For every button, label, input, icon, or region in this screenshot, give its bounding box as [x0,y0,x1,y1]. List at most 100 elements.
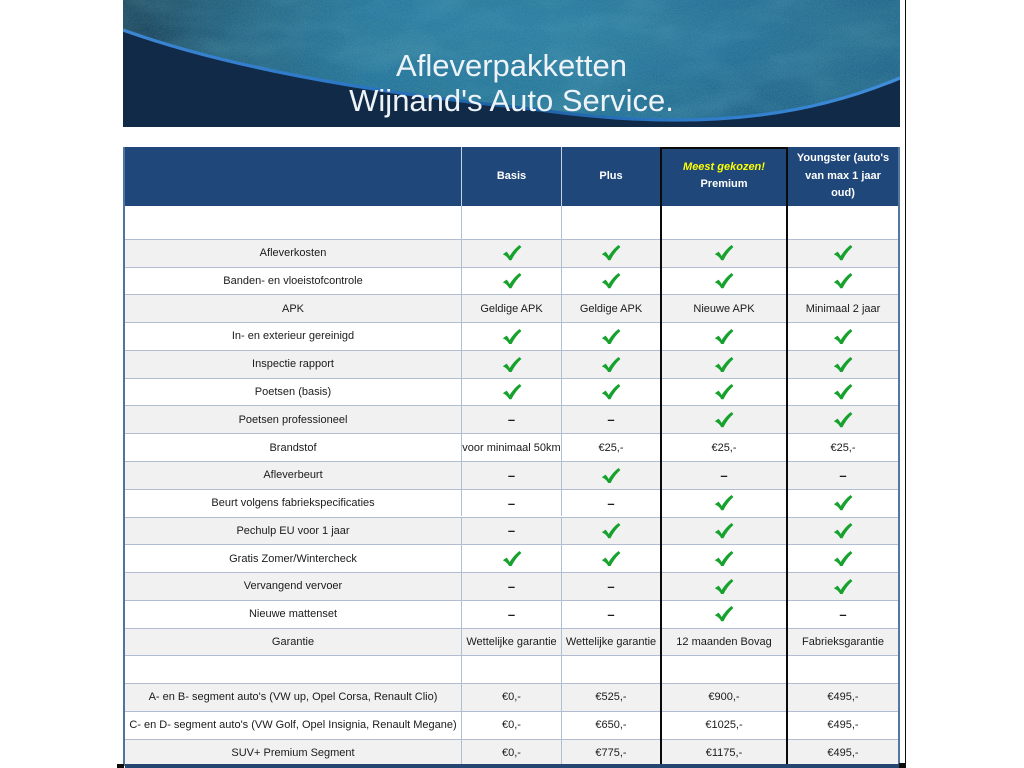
not-included-dash: – [462,461,562,489]
check-icon [833,523,853,539]
check-icon [714,357,734,373]
included-check-icon [562,240,660,267]
included-check-icon [462,350,562,378]
dash-glyph: – [607,606,615,622]
cell-value: Minimaal 2 jaar [805,302,881,315]
table-row: Brandstof voor minimaal 50km €25,- €25,- €25… [125,433,898,461]
empty-cell [462,205,562,239]
included-check-icon [660,573,788,600]
cell-value: Nieuwe APK [693,302,755,315]
check-icon [601,468,621,484]
cell-value: €0,- [462,739,562,767]
cell-value: €0,- [462,684,562,711]
row-label: Vervangend vervoer [125,573,462,600]
included-check-icon [788,406,898,433]
row-label [125,205,462,239]
included-check-icon [660,545,788,572]
included-check-icon [788,379,898,406]
table-row: C- en D- segment auto's (VW Golf, Opel I… [125,710,898,739]
table-row: In- en exterieur gereinigd [125,322,898,350]
row-label: Afleverkosten [125,239,462,267]
header-banner: Afleverpakketten Wijnand's Auto Service. [123,0,900,127]
cell-value: €525,- [595,691,627,704]
dash-glyph: – [607,412,615,428]
included-check-icon [660,406,788,433]
cell-value: €1175,- [705,747,743,760]
page-title: Afleverpakketten Wijnand's Auto Service. [123,48,900,118]
check-icon [833,579,853,595]
included-check-icon [562,462,660,489]
included-check-icon [660,268,788,295]
check-icon [714,273,734,289]
not-included-dash: – [462,489,562,517]
included-check-icon [660,490,788,517]
check-icon [714,412,734,428]
bottom-bar-right-cap [898,763,907,768]
cell-value: €495,- [827,691,859,704]
included-check-icon [660,240,788,267]
table-row: Garantie Wettelijke garantie Wettelijke ga… [125,627,898,656]
table-row: Poetsen (basis) [125,377,898,406]
check-icon [714,384,734,400]
check-icon [502,551,522,567]
banner-art [123,0,900,127]
included-check-icon [562,351,660,378]
bottom-bar-left-cap [117,764,125,768]
row-label: Afleverbeurt [125,461,462,489]
check-icon [833,412,853,428]
included-check-icon [788,323,898,350]
check-icon [502,329,522,345]
not-included-dash: – [788,462,898,489]
dash-glyph: – [507,606,516,622]
included-check-icon [462,378,562,406]
table-row: Afleverkosten [125,238,898,267]
dash-glyph: – [507,523,516,539]
row-label: Poetsen professioneel [125,406,462,434]
included-check-icon [660,601,788,628]
dash-glyph: – [839,606,847,622]
row-label: Brandstof [125,434,462,461]
table-row: Pechulp EU voor 1 jaar – [125,516,898,545]
empty-cell [462,656,562,684]
package-comparison-table: Basis Plus Meest gekozen! Premium Youngster … [123,146,900,767]
check-icon [714,245,734,261]
not-included-dash: – [562,573,660,600]
check-icon [714,551,734,567]
check-icon [714,579,734,595]
included-check-icon [788,573,898,600]
column-header-youngster: Youngster (auto's van max 1 jaar oud) [788,147,898,206]
column-header-premium: Meest gekozen! Premium [660,147,788,206]
cell-value: €0,- [462,711,562,739]
cell-value: 12 maanden Bovag [676,635,772,648]
check-icon [833,329,853,345]
included-check-icon [788,518,898,545]
check-icon [833,384,853,400]
table-row: Gratis Zomer/Wintercheck [125,544,898,573]
not-included-dash: – [462,573,562,600]
included-check-icon [562,323,660,350]
check-icon [833,245,853,261]
row-label: Beurt volgens fabriekspecificaties [125,489,462,517]
right-edge-rule [905,0,907,768]
not-included-dash: – [462,600,562,628]
row-label: Banden- en vloeistofcontrole [125,267,462,295]
included-check-icon [660,518,788,545]
cell-value: €495,- [827,719,859,732]
included-check-icon [562,518,660,545]
empty-cell [788,656,898,683]
table-spacer-row [125,655,898,684]
column-header-label: Plus [599,169,623,182]
table-row: Nieuwe mattenset – – – [125,599,898,628]
page-title-line2: Wijnand's Auto Service. [349,83,674,118]
check-icon [502,245,522,261]
check-icon [833,273,853,289]
dash-glyph: – [507,412,516,428]
included-check-icon [788,268,898,295]
check-icon [601,329,621,345]
column-header-label: Premium [700,178,748,191]
not-included-dash: – [562,601,660,628]
empty-cell [660,206,788,239]
table-row: Beurt volgens fabriekspecificaties – – [125,488,898,517]
cell-value: €1025,- [705,719,743,732]
cell-value: €25,- [711,441,737,454]
